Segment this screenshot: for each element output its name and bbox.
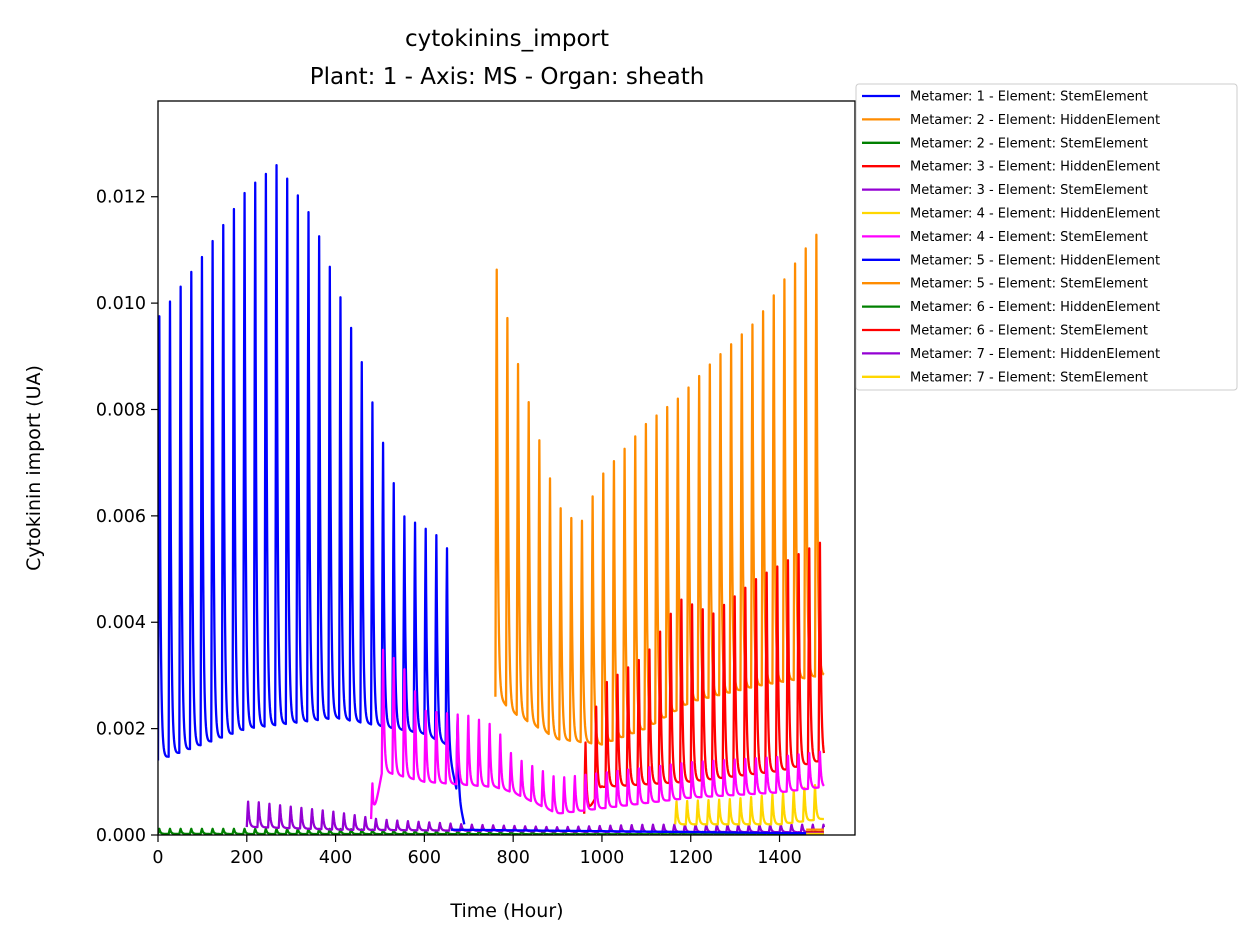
series-line-8 [450,828,824,835]
plot-frame [157,100,856,836]
x-tick-label: 0 [152,848,163,868]
x-tick-label: 1400 [757,848,802,868]
legend-box [855,83,1238,391]
x-tick-label: 400 [319,848,352,868]
series-line-6 [674,783,825,826]
y-tick-label: 0.006 [96,507,146,527]
legend-entry: Metamer: 3 - Element: HiddenElement [910,160,1160,175]
series-line-1 [158,163,466,825]
y-tick-label: 0.008 [96,400,146,420]
chart-subtitle: Plant: 1 - Axis: MS - Organ: sheath [310,64,705,90]
x-axis-label: Time (Hour) [449,900,563,922]
legend-entry: Metamer: 5 - Element: StemElement [910,277,1148,292]
series-layer [158,163,826,835]
legend-entry: Metamer: 4 - Element: HiddenElement [910,207,1160,222]
y-tick-label: 0.012 [96,188,146,208]
x-tick-label: 1200 [668,848,713,868]
legend: Metamer: 1 - Element: StemElement Metamer… [855,83,1238,391]
legend-entry: Metamer: 5 - Element: HiddenElement [910,253,1160,268]
x-tick-label: 1000 [580,848,625,868]
y-tick-label: 0.000 [96,826,146,846]
y-axis-label: Cytokinin import (UA) [23,365,45,571]
legend-entry: Metamer: 7 - Element: StemElement [910,370,1148,385]
legend-entry: Metamer: 7 - Element: HiddenElement [910,347,1160,362]
x-tick-label: 200 [230,848,263,868]
legend-entry: Metamer: 2 - Element: StemElement [910,136,1148,151]
x-tick-label: 600 [408,848,441,868]
legend-entry: Metamer: 6 - Element: HiddenElement [910,300,1160,315]
legend-entry: Metamer: 3 - Element: StemElement [910,183,1148,198]
legend-entry: Metamer: 4 - Element: StemElement [910,230,1148,245]
x-tick-label: 800 [496,848,529,868]
legend-entry: Metamer: 6 - Element: StemElement [910,324,1148,339]
series-line-4 [583,541,826,814]
y-tick-label: 0.002 [96,720,146,740]
legend-entry: Metamer: 2 - Element: HiddenElement [910,113,1160,128]
chart-title: cytokinins_import [405,26,609,52]
x-axis: 0 200 400 600 800 1000 1200 1400 [152,835,802,868]
y-axis: 0.000 0.002 0.004 0.006 0.008 0.010 0.012 [96,188,158,846]
legend-entry: Metamer: 1 - Element: StemElement [910,90,1148,105]
y-tick-label: 0.010 [96,294,146,314]
y-tick-label: 0.004 [96,613,146,633]
series-line-7 [369,648,825,820]
series-line-5 [245,800,826,834]
